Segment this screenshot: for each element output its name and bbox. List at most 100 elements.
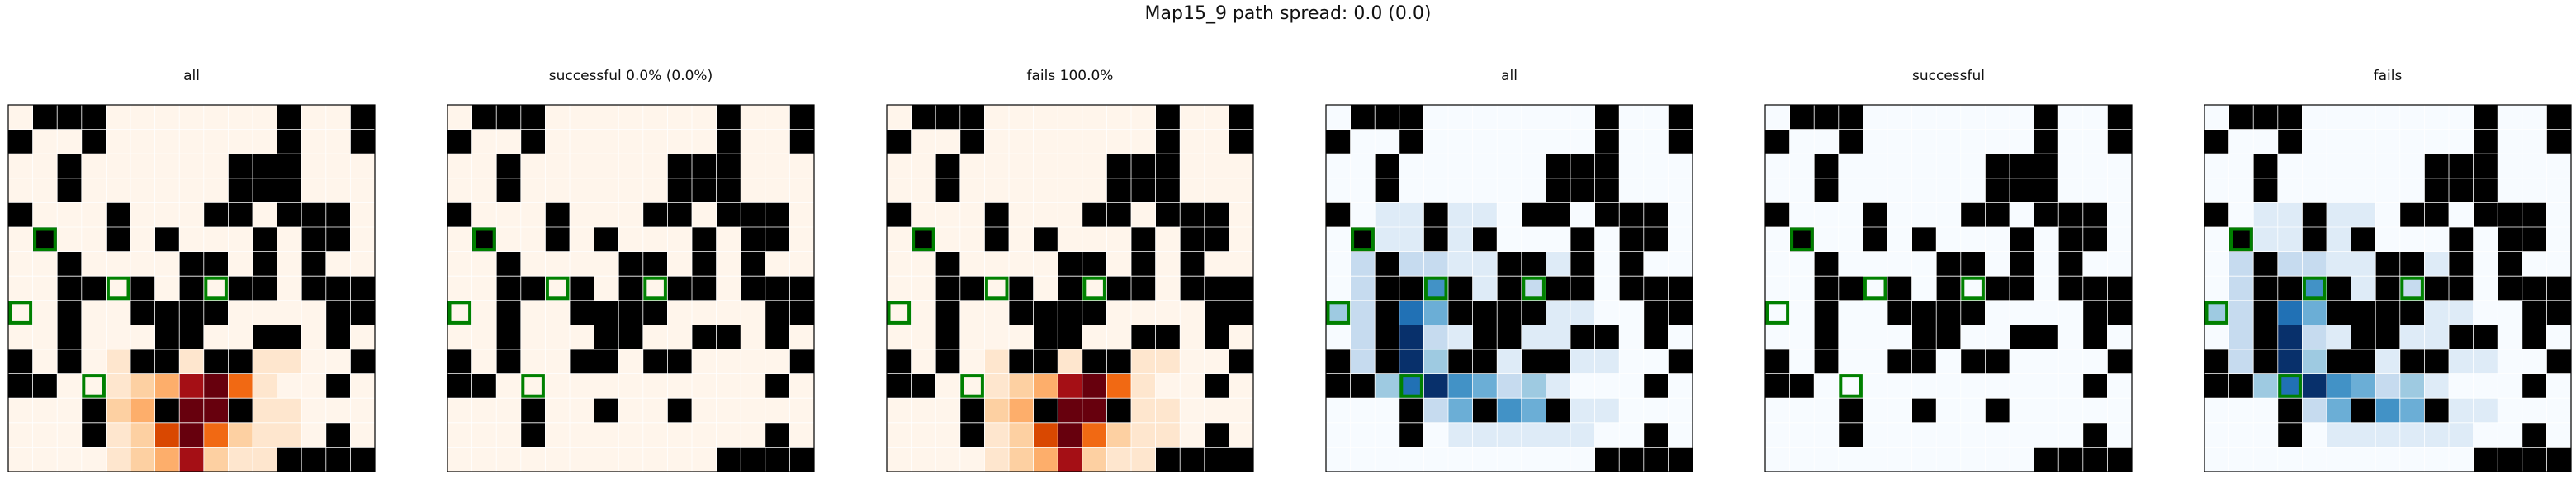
wall-cell (765, 202, 790, 227)
wall-cell (1180, 202, 1205, 227)
wall-cell (81, 398, 107, 423)
wall-cell (179, 300, 204, 325)
wall-cell (2058, 447, 2083, 472)
heatmap-cell (1423, 398, 1448, 423)
goal-marker (447, 301, 472, 325)
wall-cell (2498, 251, 2522, 277)
wall-cell (1863, 227, 1887, 252)
wall-cell (887, 202, 912, 227)
heatmap-cell (1399, 251, 1424, 277)
wall-cell (2351, 300, 2376, 325)
wall-cell (1570, 276, 1595, 301)
heatmap-cell (2228, 251, 2254, 277)
wall-cell (2034, 202, 2059, 227)
heatmap-cell (2204, 300, 2229, 325)
wall-cell (2010, 178, 2034, 203)
heatmap-cell (1131, 422, 1156, 448)
goal-marker (912, 227, 935, 252)
wall-cell (2522, 373, 2547, 399)
wall-cell (350, 276, 375, 301)
wall-cell (2082, 373, 2108, 399)
wall-cell (179, 251, 204, 277)
wall-cell (2277, 105, 2303, 130)
wall-cell (301, 447, 326, 472)
panel-title-fails-blues: fails (2373, 68, 2403, 84)
wall-cell (1838, 422, 1863, 448)
wall-cell (57, 300, 82, 325)
heatmap-cell (2399, 325, 2425, 349)
wall-cell (1814, 300, 1839, 325)
goal-marker (8, 301, 33, 325)
heatmap-cell (2327, 202, 2351, 227)
heatmap-cell (1399, 202, 1424, 227)
wall-cell (1155, 154, 1181, 178)
wall-cell (1887, 349, 1912, 374)
wall-cell (2034, 154, 2059, 178)
wall-cell (1546, 398, 1570, 423)
wall-cell (1936, 276, 1961, 301)
wall-cell (2302, 227, 2327, 252)
panel-title-fails-reds: fails 100.0% (1026, 68, 1114, 84)
wall-cell (496, 300, 521, 325)
wall-cell (911, 227, 936, 252)
wall-cell (277, 447, 302, 472)
heatmap-cell (253, 447, 277, 472)
goal-marker (472, 227, 496, 252)
panel-title-successful-reds: successful 0.0% (0.0%) (548, 68, 713, 84)
wall-cell (2082, 276, 2108, 301)
wall-cell (2449, 276, 2474, 301)
panel-title-successful-blues: successful (1912, 68, 1985, 84)
wall-cell (1911, 300, 1937, 325)
wall-cell (667, 349, 692, 374)
wall-cell (1180, 251, 1205, 277)
wall-cell (2424, 349, 2449, 374)
wall-cell (1106, 398, 1131, 423)
wall-cell (1594, 178, 1620, 203)
wall-cell (1765, 129, 1790, 154)
wall-cell (887, 129, 912, 154)
goal-marker (1863, 276, 1887, 301)
heatmap-cell (179, 398, 204, 423)
wall-cell (959, 422, 985, 448)
wall-cell (716, 202, 741, 227)
wall-cell (1838, 105, 1863, 130)
wall-cell (545, 202, 570, 227)
wall-cell (2546, 105, 2571, 130)
wall-cell (2034, 178, 2059, 203)
wall-cell (1521, 349, 1546, 374)
wall-cell (2204, 349, 2229, 374)
wall-cell (1594, 202, 1620, 227)
wall-cell (2473, 154, 2498, 178)
wall-cell (350, 300, 375, 325)
wall-cell (325, 300, 351, 325)
wall-cell (1814, 325, 1839, 349)
wall-cell (1326, 129, 1351, 154)
wall-cell (911, 105, 936, 130)
wall-cell (765, 422, 790, 448)
heatmap-cell (1423, 373, 1448, 399)
heatmap-cell (2253, 227, 2278, 252)
wall-cell (1448, 276, 1473, 301)
wall-cell (741, 202, 765, 227)
heatmap-cell (1009, 373, 1034, 399)
heatmap-cell (2399, 422, 2425, 448)
wall-cell (716, 178, 741, 203)
heatmap-cell (106, 373, 130, 399)
wall-cell (1131, 276, 1156, 301)
wall-cell (130, 300, 155, 325)
heatmap-cell (2375, 373, 2400, 399)
wall-cell (2399, 251, 2425, 277)
heatmap-cell (1570, 300, 1595, 325)
wall-cell (447, 129, 472, 154)
wall-cell (1668, 276, 1693, 301)
wall-cell (2058, 202, 2083, 227)
wall-cell (2277, 129, 2303, 154)
heatmap-cell (1009, 398, 1034, 423)
wall-cell (2424, 398, 2449, 423)
wall-cell (618, 300, 643, 325)
heatmap-cell (2449, 398, 2474, 423)
wall-cell (1033, 349, 1058, 374)
heatmap-cell (277, 349, 302, 374)
wall-cell (203, 202, 229, 227)
wall-cell (57, 276, 82, 301)
